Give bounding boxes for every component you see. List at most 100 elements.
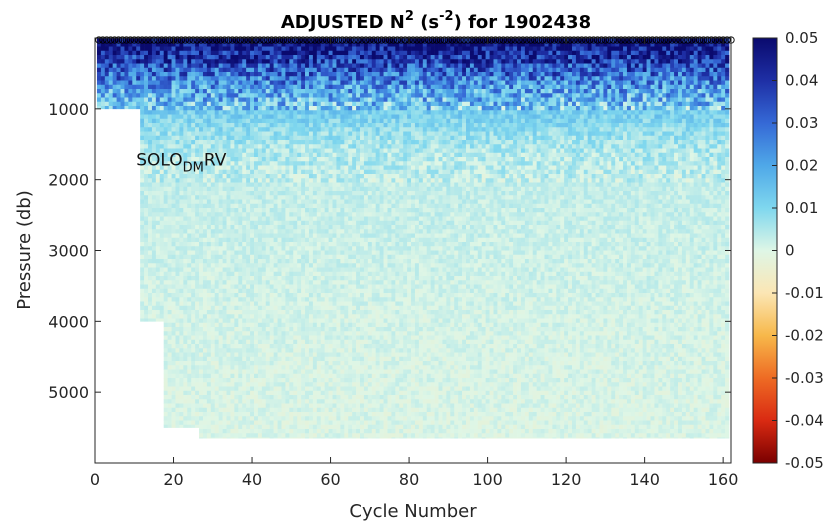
heatmap-cell [108, 93, 113, 98]
heatmap-cell [151, 246, 157, 251]
heatmap-cell [112, 76, 117, 81]
heatmap-cell [112, 72, 117, 77]
heatmap-cell [183, 356, 188, 362]
heatmap-cell [242, 399, 247, 404]
heatmap-cell [265, 59, 271, 64]
heatmap-cell [140, 72, 145, 77]
heatmap-cell [108, 84, 113, 90]
heatmap-cell [199, 135, 204, 141]
heatmap-cell [234, 157, 239, 162]
heatmap-cell [195, 161, 200, 166]
heatmap-cell [222, 110, 227, 115]
heatmap-cell [230, 67, 235, 73]
heatmap-cell [218, 208, 223, 213]
heatmap-cell [340, 191, 345, 196]
heatmap-cell [250, 127, 255, 132]
heatmap-cell [234, 191, 239, 196]
heatmap-cell [171, 259, 176, 264]
heatmap-cell [214, 127, 219, 132]
heatmap-cell [171, 144, 176, 149]
heatmap-cell [148, 135, 153, 141]
heatmap-cell [324, 165, 329, 171]
heatmap-cell [305, 271, 310, 277]
heatmap-cell [226, 165, 231, 171]
heatmap-cell [328, 310, 333, 315]
heatmap-cell [175, 72, 180, 77]
heatmap-cell [214, 305, 219, 311]
heatmap-cell [151, 59, 157, 64]
heatmap-cell [159, 318, 165, 322]
heatmap-cell [336, 237, 341, 243]
heatmap-cell [100, 63, 106, 69]
heatmap-cell [312, 259, 318, 264]
heatmap-cell [136, 72, 141, 77]
heatmap-cell [191, 220, 196, 226]
heatmap-cell [269, 322, 274, 328]
heatmap-cell [332, 152, 337, 158]
heatmap-cell [148, 123, 153, 128]
heatmap-cell [202, 199, 208, 205]
heatmap-cell [281, 267, 286, 273]
heatmap-cell [159, 72, 165, 77]
heatmap-cell [257, 271, 263, 277]
heatmap-cell [340, 382, 345, 387]
heatmap-cell [324, 131, 329, 137]
heatmap-cell [293, 280, 298, 285]
heatmap-cell [328, 110, 333, 115]
heatmap-cell [340, 233, 345, 239]
heatmap-cell [250, 42, 255, 47]
heatmap-cell [269, 72, 274, 77]
heatmap-cell [238, 42, 243, 47]
heatmap-cell [222, 254, 227, 260]
heatmap-cell [324, 254, 329, 260]
heatmap-cell [324, 89, 329, 94]
heatmap-cell [246, 140, 251, 145]
heatmap-cell [206, 93, 212, 98]
heatmap-cell [144, 106, 149, 111]
heatmap-cell [293, 382, 298, 387]
heatmap-cell [202, 135, 208, 141]
heatmap-cell [281, 63, 286, 69]
heatmap-cell [254, 288, 259, 294]
heatmap-cell [301, 267, 306, 273]
heatmap-cell [234, 424, 239, 430]
heatmap-cell [128, 84, 133, 90]
heatmap-cell [332, 118, 337, 124]
heatmap-cell [336, 110, 341, 115]
heatmap-cell [285, 101, 290, 107]
heatmap-cell [320, 110, 325, 115]
heatmap-cell [336, 233, 341, 239]
heatmap-cell [254, 348, 259, 353]
heatmap-cell [199, 161, 204, 166]
heatmap-cell [285, 84, 290, 90]
heatmap-cell [289, 140, 294, 145]
heatmap-cell [246, 382, 251, 387]
heatmap-cell [144, 178, 149, 183]
heatmap-cell [144, 297, 149, 302]
heatmap-cell [199, 305, 204, 311]
heatmap-cell [277, 297, 282, 302]
heatmap-cell [183, 322, 188, 328]
heatmap-cell [159, 174, 165, 179]
heatmap-cell [332, 220, 337, 226]
heatmap-cell [124, 38, 129, 43]
heatmap-cell [140, 114, 145, 120]
heatmap-cell [273, 407, 278, 413]
heatmap-cell [206, 135, 212, 141]
heatmap-cell [206, 369, 212, 375]
heatmap-cell [316, 382, 322, 387]
heatmap-cell [148, 203, 153, 209]
heatmap-cell [222, 407, 227, 413]
heatmap-cell [171, 148, 176, 154]
heatmap-cell [293, 165, 298, 171]
heatmap-cell [293, 59, 298, 64]
heatmap-cell [206, 288, 212, 294]
heatmap-cell [332, 229, 337, 234]
heatmap-cell [175, 254, 180, 260]
heatmap-cell [132, 67, 137, 73]
heatmap-cell [250, 429, 255, 434]
heatmap-cell [195, 135, 200, 141]
heatmap-cell [140, 259, 145, 264]
heatmap-cell [289, 229, 294, 234]
heatmap-cell [301, 186, 306, 192]
